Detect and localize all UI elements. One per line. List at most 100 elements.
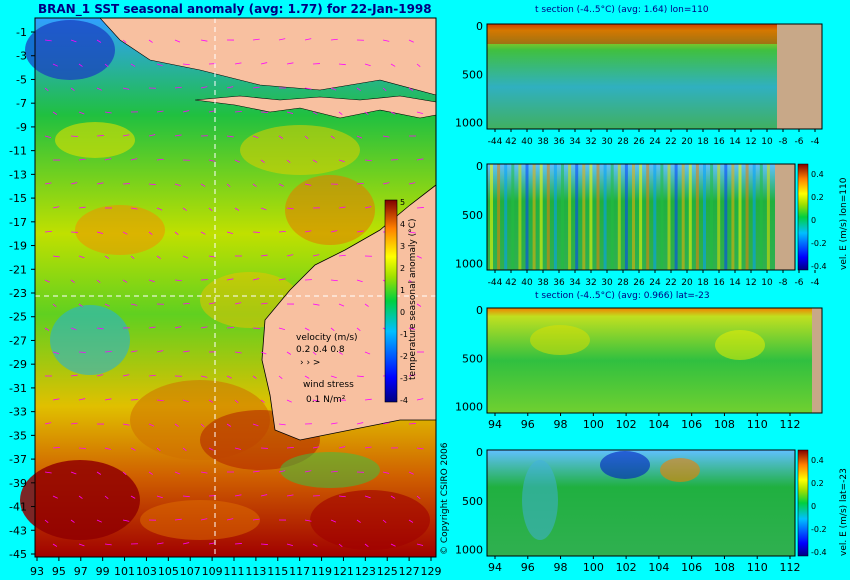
velocity-legend: velocity (m/s) 0.2 0.4 0.8 › › > wind st… (296, 333, 358, 405)
velocity-vector (286, 111, 294, 114)
map-y-tick-label: -1 (16, 26, 27, 39)
velocity-vector (330, 422, 338, 425)
velocity-vector (330, 470, 338, 473)
velocity-vector (364, 495, 371, 499)
velocity-vector (70, 422, 78, 425)
velocity-vector (44, 519, 49, 523)
velocity-vector (234, 494, 242, 497)
panel-x-tick-label: -44 (488, 278, 503, 288)
map-x-tick-label: 129 (421, 565, 442, 578)
panel-side-label: vel. E (m/s) lat=-23 (839, 468, 849, 556)
velocity-stripe (497, 164, 501, 270)
velocity-vector (312, 351, 317, 355)
velocity-vector (200, 518, 208, 521)
velocity-stripe (653, 164, 657, 270)
panel-colorbar-tick-label: 0.2 (811, 193, 824, 202)
velocity-vector (234, 351, 242, 354)
velocity-vector (52, 303, 57, 307)
panel-x-tick-label: 42 (505, 137, 516, 147)
panel-x-tick-label: 112 (780, 561, 801, 574)
velocity-vector (234, 399, 239, 403)
velocity-vector (312, 543, 318, 547)
panel-x-tick-label: 26 (633, 137, 645, 147)
colorbar-tick-label: 1 (400, 286, 405, 295)
map-y-tick-label: -11 (9, 145, 27, 158)
velocity-vector (382, 135, 390, 138)
velocity-vector (44, 135, 52, 138)
velocity-vector (70, 519, 75, 523)
velocity-vector (278, 470, 286, 473)
velocity-vector (156, 255, 161, 259)
panel-x-tick-label: 34 (569, 278, 581, 288)
velocity-vector (364, 206, 372, 209)
velocity-vector (364, 111, 369, 115)
velocity-vector (330, 279, 338, 282)
panel-x-tick-label: 108 (714, 418, 735, 431)
velocity-vector (96, 182, 104, 185)
panel-x-tick-label: 104 (648, 418, 669, 431)
velocity-vector (148, 374, 156, 377)
velocity-vector (104, 63, 109, 67)
panel-x-tick-label: -4 (811, 137, 820, 147)
panel-colorbar-tick-label: -0.4 (811, 548, 827, 557)
velocity-vector (122, 519, 130, 522)
panel-x-tick-label: 110 (747, 561, 768, 574)
velocity-vector (174, 518, 182, 521)
velocity-vector (252, 86, 260, 89)
map-x-tick-label: 113 (245, 565, 266, 578)
velocity-vector (338, 543, 343, 547)
velocity-vector (130, 495, 136, 499)
panel-x-tick-label: -6 (795, 137, 804, 147)
velocity-vector (174, 86, 182, 89)
velocity-vector (252, 183, 257, 187)
map-y-tick-label: -3 (16, 50, 27, 63)
velocity-vector (252, 470, 260, 473)
velocity-vector (78, 255, 85, 259)
panel-x-tick-label: 12 (745, 137, 756, 147)
velocity-vector (226, 375, 232, 379)
velocity-vector (208, 159, 216, 162)
velocity-stripe (695, 164, 699, 270)
velocity-vector (390, 543, 396, 547)
map-y-tick-label: -41 (9, 501, 27, 514)
velocity-stripe (568, 164, 572, 270)
velocity-vector (148, 326, 156, 329)
velocity-vector (234, 543, 242, 545)
velocity-stripe (646, 164, 650, 270)
velocity-vector (130, 255, 135, 259)
map-y-tick-label: -23 (9, 287, 27, 300)
colorbar-tick-label: -3 (400, 374, 408, 383)
velocity-vector (408, 182, 416, 185)
map-x-tick-label: 95 (52, 565, 66, 578)
velocity-vector (364, 446, 372, 449)
velocity-vector (356, 279, 363, 283)
velocity-vector (286, 159, 291, 163)
velocity-vector (174, 326, 182, 329)
panel-side-label: vel. E (m/s) lon=110 (839, 177, 849, 270)
panel-x-tick-label: 26 (633, 278, 645, 288)
velocity-vector (260, 159, 265, 163)
map-y-tick-label: -15 (9, 192, 27, 205)
velocity-vector (130, 303, 138, 306)
panel-x-tick-label: 28 (617, 278, 629, 288)
panel-1 (486, 23, 823, 130)
panel-colorbar-tick-label: 0.2 (811, 479, 824, 488)
velocity-vector (182, 207, 187, 211)
velocity-stripe (617, 164, 621, 270)
velocity-vector (52, 63, 58, 67)
velocity-vector (200, 326, 208, 329)
panel-3-field (487, 308, 822, 413)
panel-y-tick-label: 1000 (455, 544, 483, 557)
map-x-tick-label: 107 (180, 565, 201, 578)
velocity-vector (156, 63, 163, 67)
velocity-stripe (589, 164, 593, 270)
panel-x-tick-label: 22 (665, 278, 676, 288)
velocity-vector (382, 519, 387, 523)
velocity-vector (104, 351, 112, 353)
velocity-vector (416, 303, 422, 307)
velocity-vector (148, 471, 153, 475)
panel-colorbar-tick-label: 0.4 (811, 456, 824, 465)
panel-colorbar-tick-label: -0.4 (811, 262, 827, 271)
colorbar-tick-label: -4 (400, 396, 408, 405)
velocity-vector (182, 447, 187, 451)
